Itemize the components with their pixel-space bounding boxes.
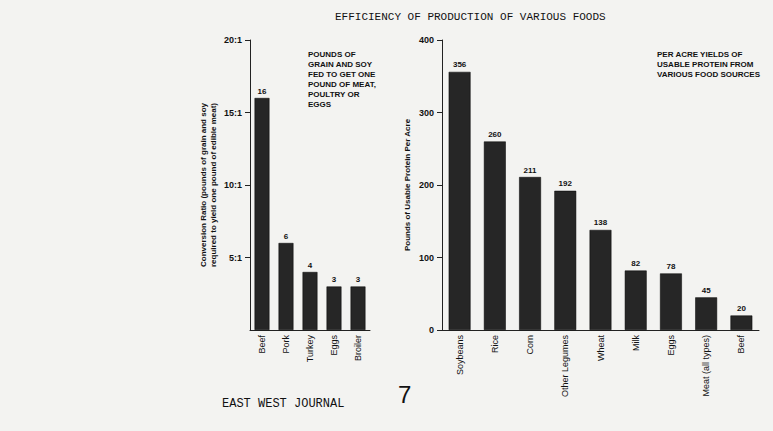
- svg-text:POULTRY OR: POULTRY OR: [308, 90, 362, 99]
- svg-text:300: 300: [419, 108, 434, 118]
- svg-text:192: 192: [559, 179, 573, 188]
- svg-text:78: 78: [666, 262, 675, 271]
- svg-text:4: 4: [308, 261, 313, 270]
- svg-text:15:1: 15:1: [224, 108, 242, 118]
- svg-text:Broiler: Broiler: [353, 335, 363, 361]
- svg-text:20: 20: [737, 304, 746, 313]
- svg-text:EFFICIENCY OF PRODUCTION OF VA: EFFICIENCY OF PRODUCTION OF VARIOUS FOOD…: [335, 11, 606, 23]
- svg-text:Milk: Milk: [631, 335, 641, 351]
- svg-text:GRAIN AND SOY: GRAIN AND SOY: [308, 60, 374, 69]
- svg-text:Meat (all types): Meat (all types): [701, 335, 711, 397]
- svg-text:20:1: 20:1: [224, 35, 242, 45]
- svg-text:16: 16: [258, 87, 267, 96]
- svg-text:100: 100: [419, 253, 434, 263]
- svg-text:Rice: Rice: [490, 335, 500, 353]
- svg-text:FED TO GET ONE: FED TO GET ONE: [308, 70, 378, 79]
- svg-text:82: 82: [631, 259, 640, 268]
- svg-text:PER ACRE YIELDS OF: PER ACRE YIELDS OF: [657, 50, 745, 59]
- svg-text:POUNDS OF: POUNDS OF: [308, 50, 358, 59]
- svg-text:211: 211: [524, 166, 537, 175]
- svg-text:VARIOUS FOOD SOURCES: VARIOUS FOOD SOURCES: [657, 70, 761, 79]
- svg-text:Eggs: Eggs: [666, 335, 676, 356]
- svg-text:Eggs: Eggs: [329, 335, 339, 356]
- svg-text:400: 400: [419, 35, 434, 45]
- svg-text:EAST WEST JOURNAL: EAST WEST JOURNAL: [222, 397, 344, 411]
- svg-text:Pork: Pork: [281, 335, 291, 354]
- svg-text:10:1: 10:1: [224, 180, 242, 190]
- svg-text:required to yield one pound of: required to yield one pound of edible me…: [209, 103, 218, 267]
- svg-text:USABLE PROTEIN FROM: USABLE PROTEIN FROM: [657, 60, 756, 69]
- svg-text:138: 138: [594, 218, 608, 227]
- svg-text:3: 3: [332, 275, 337, 284]
- svg-text:EGGS: EGGS: [308, 100, 332, 109]
- svg-text:7: 7: [398, 381, 411, 408]
- svg-text:5:1: 5:1: [229, 253, 242, 263]
- svg-text:Other Legumes: Other Legumes: [560, 335, 570, 398]
- svg-text:Pounds of Usable Protein Per A: Pounds of Usable Protein Per Acre: [403, 118, 412, 251]
- svg-text:45: 45: [702, 286, 711, 295]
- svg-text:0: 0: [429, 325, 434, 335]
- svg-text:POUND OF MEAT,: POUND OF MEAT,: [308, 80, 378, 89]
- svg-text:Soybeans: Soybeans: [455, 335, 465, 376]
- svg-text:Wheat: Wheat: [596, 335, 606, 362]
- svg-text:Conversion Ratio (pounds of gr: Conversion Ratio (pounds of grain and so…: [199, 102, 208, 267]
- svg-text:Turkey: Turkey: [305, 335, 315, 363]
- svg-text:3: 3: [356, 275, 361, 284]
- svg-text:Corn: Corn: [525, 335, 535, 355]
- svg-text:Beef: Beef: [736, 335, 746, 354]
- svg-text:260: 260: [488, 130, 502, 139]
- svg-text:6: 6: [284, 232, 289, 241]
- svg-text:200: 200: [419, 180, 434, 190]
- svg-text:356: 356: [453, 60, 467, 69]
- svg-text:Beef: Beef: [257, 335, 267, 354]
